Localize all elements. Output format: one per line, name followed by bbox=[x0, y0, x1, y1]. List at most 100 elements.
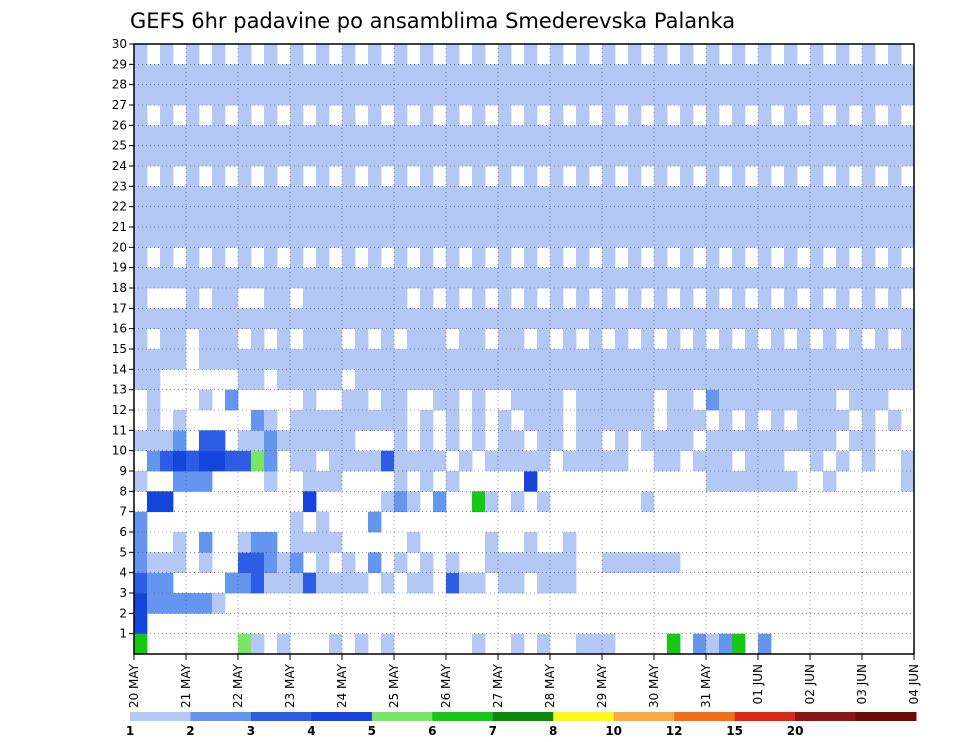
heatmap-cell bbox=[810, 166, 824, 187]
heatmap-cell bbox=[394, 145, 408, 167]
heatmap-cell bbox=[524, 410, 538, 431]
heatmap-cell bbox=[524, 227, 538, 248]
heatmap-cell bbox=[667, 633, 681, 655]
heatmap-cell bbox=[485, 491, 499, 513]
heatmap-cell bbox=[901, 308, 915, 330]
heatmap-cell bbox=[134, 471, 148, 492]
heatmap-cell bbox=[511, 186, 525, 208]
heatmap-cell bbox=[498, 64, 512, 86]
heatmap-cell bbox=[160, 64, 174, 86]
heatmap-cell bbox=[290, 572, 304, 594]
heatmap-cell bbox=[238, 84, 252, 106]
heatmap-cell bbox=[394, 308, 408, 330]
heatmap-cell bbox=[732, 145, 746, 167]
heatmap-cell bbox=[433, 125, 447, 147]
heatmap-cell bbox=[823, 430, 837, 452]
heatmap-cell bbox=[823, 349, 837, 370]
x-tick-label: 24 MAY bbox=[335, 663, 349, 708]
heatmap-cell bbox=[823, 227, 837, 248]
heatmap-cell bbox=[316, 105, 330, 126]
heatmap-cell bbox=[420, 308, 434, 330]
heatmap-cell bbox=[784, 105, 798, 126]
heatmap-cell bbox=[446, 227, 460, 248]
heatmap-cell bbox=[355, 328, 369, 350]
y-tick-label: 7 bbox=[119, 505, 127, 519]
heatmap-cell bbox=[888, 247, 902, 269]
heatmap-cell bbox=[771, 206, 785, 228]
heatmap-cell bbox=[420, 471, 434, 492]
heatmap-cell bbox=[797, 125, 811, 147]
heatmap-cell bbox=[563, 552, 577, 574]
heatmap-cell bbox=[602, 206, 616, 228]
heatmap-cell bbox=[524, 44, 538, 65]
heatmap-cell bbox=[563, 84, 577, 106]
heatmap-cell bbox=[706, 267, 720, 289]
heatmap-cell bbox=[849, 64, 863, 86]
heatmap-cell bbox=[849, 349, 863, 370]
heatmap-cell bbox=[342, 572, 356, 594]
heatmap-cell bbox=[771, 389, 785, 411]
heatmap-cell bbox=[888, 64, 902, 86]
heatmap-cell bbox=[693, 410, 707, 431]
heatmap-cell bbox=[381, 328, 395, 350]
heatmap-cell bbox=[277, 572, 291, 594]
heatmap-cell bbox=[446, 125, 460, 147]
heatmap-cell bbox=[472, 410, 486, 431]
heatmap-cell bbox=[628, 267, 642, 289]
heatmap-cell bbox=[654, 247, 668, 269]
heatmap-cell bbox=[251, 328, 265, 350]
heatmap-cell bbox=[589, 308, 603, 330]
heatmap-cell bbox=[875, 349, 889, 370]
heatmap-cell bbox=[745, 430, 759, 452]
heatmap-cell bbox=[719, 267, 733, 289]
heatmap-cell bbox=[134, 511, 148, 533]
heatmap-cell bbox=[745, 308, 759, 330]
heatmap-cell bbox=[173, 125, 187, 147]
heatmap-cell bbox=[264, 308, 278, 330]
heatmap-cell bbox=[212, 105, 226, 126]
heatmap-cell bbox=[797, 389, 811, 411]
heatmap-cell bbox=[680, 227, 694, 248]
heatmap-cell bbox=[862, 44, 876, 65]
heatmap-cell bbox=[485, 308, 499, 330]
heatmap-cell bbox=[199, 471, 213, 492]
heatmap-cell bbox=[810, 145, 824, 167]
heatmap-cell bbox=[849, 389, 863, 411]
heatmap-cell bbox=[836, 206, 850, 228]
y-tick-label: 22 bbox=[112, 200, 127, 214]
heatmap-cell bbox=[888, 227, 902, 248]
heatmap-cell bbox=[745, 206, 759, 228]
x-tick-label: 02 JUN bbox=[803, 664, 817, 704]
heatmap-cell bbox=[511, 64, 525, 86]
heatmap-cell bbox=[836, 450, 850, 472]
colorbar-label: 7 bbox=[489, 724, 497, 738]
heatmap-cell bbox=[420, 247, 434, 269]
heatmap-cell bbox=[134, 532, 148, 553]
heatmap-cell bbox=[810, 227, 824, 248]
heatmap-cell bbox=[420, 328, 434, 350]
heatmap-cell bbox=[186, 308, 200, 330]
heatmap-cell bbox=[537, 369, 551, 391]
heatmap-cell bbox=[485, 84, 499, 106]
heatmap-cell bbox=[524, 389, 538, 411]
heatmap-cell bbox=[329, 430, 343, 452]
heatmap-cell bbox=[485, 186, 499, 208]
heatmap-cell bbox=[316, 145, 330, 167]
heatmap-cell bbox=[784, 471, 798, 492]
heatmap-cell bbox=[654, 369, 668, 391]
heatmap-cell bbox=[199, 328, 213, 350]
heatmap-cell bbox=[758, 64, 772, 86]
heatmap-cell bbox=[836, 369, 850, 391]
heatmap-cell bbox=[732, 267, 746, 289]
heatmap-cell bbox=[797, 186, 811, 208]
heatmap-cell bbox=[693, 267, 707, 289]
heatmap-cell bbox=[407, 267, 421, 289]
heatmap-cell bbox=[615, 450, 629, 472]
heatmap-cell bbox=[576, 125, 590, 147]
heatmap-cell bbox=[745, 369, 759, 391]
heatmap-cell bbox=[706, 369, 720, 391]
heatmap-cell bbox=[485, 267, 499, 289]
heatmap-cell bbox=[758, 471, 772, 492]
heatmap-cell bbox=[368, 145, 382, 167]
heatmap-cell bbox=[797, 430, 811, 452]
